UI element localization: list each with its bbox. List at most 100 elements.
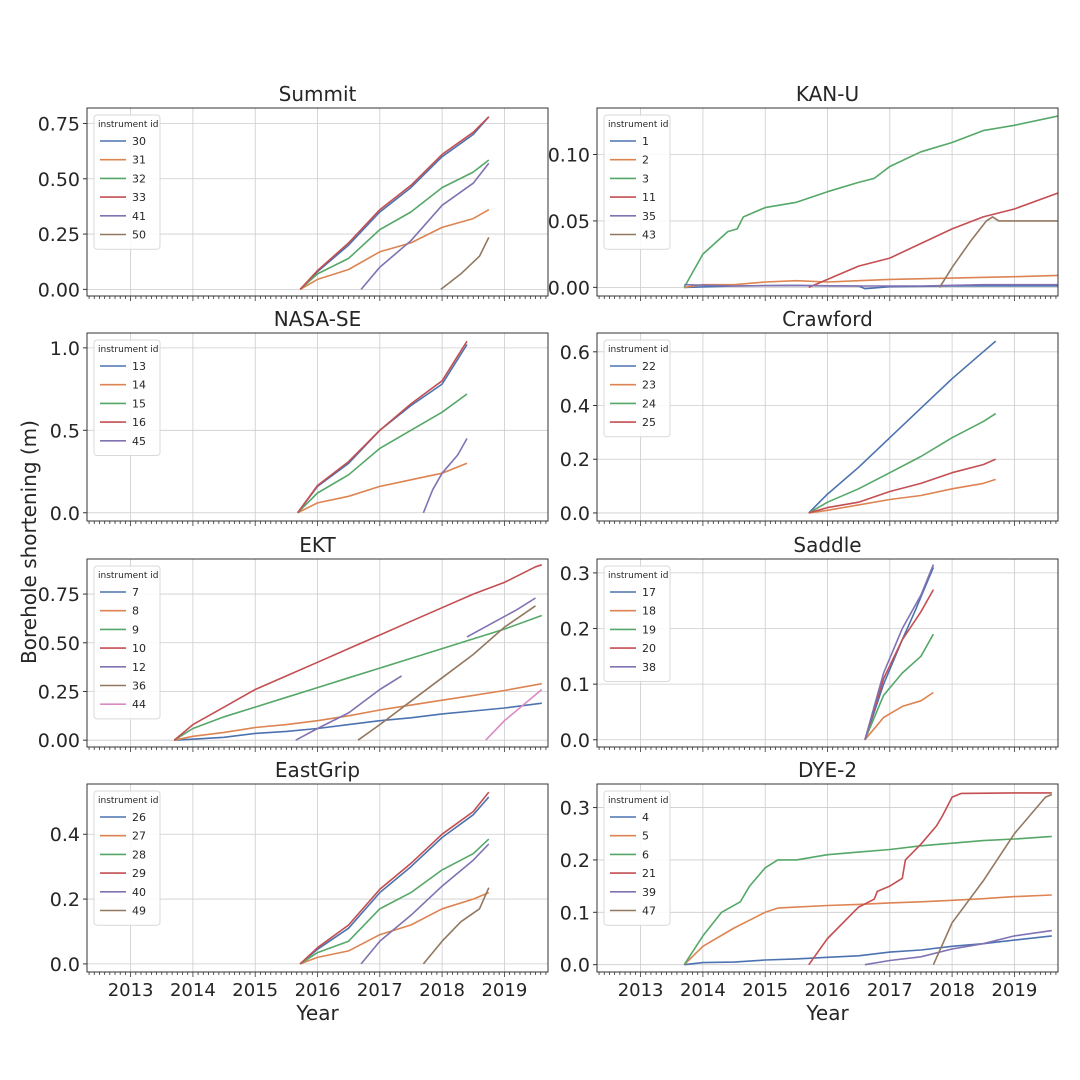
series-line-23 [808, 478, 996, 514]
series-line-45 [422, 438, 468, 514]
y-tick-label: 0.0 [560, 730, 590, 752]
series-line-29 [299, 791, 490, 965]
legend-entry: 14 [132, 379, 146, 392]
legend-entry: 4 [642, 811, 649, 824]
y-tick-label: 0.50 [38, 633, 80, 655]
y-tick-label: 0.1 [560, 674, 590, 696]
legend-title: instrument id [608, 571, 668, 581]
series-line-40 [360, 843, 490, 965]
y-tick-label: 0.0 [560, 955, 590, 977]
subplot-eastgrip: 0.0 0.2 0.4 2013 2014 2015 2016 2017 2018 2019 Yea… [50, 758, 549, 1025]
subplot-saddle: 0.0 0.1 0.2 0.3 Saddle instrument id 17 18 19 20 3… [560, 533, 1059, 752]
subplot-kan-u: 0.00 0.05 0.10 KAN-U instrument id 1 2 3 11 35 43 [548, 82, 1059, 301]
legend-entry: 15 [132, 397, 146, 410]
legend-entry: 16 [132, 416, 146, 429]
x-tick-label: 2017 [867, 980, 913, 1001]
series-line-49 [422, 887, 490, 965]
x-tick-label: 2013 [618, 980, 664, 1001]
y-tick-label: 1.0 [50, 338, 80, 360]
legend-entry: 20 [642, 642, 656, 655]
legend-box [93, 114, 161, 250]
legend-entry: 19 [642, 623, 656, 636]
legend-title: instrument id [98, 120, 158, 130]
y-tick-label: 0.2 [560, 619, 590, 641]
legend-box [93, 339, 161, 456]
axes-frame [596, 332, 1059, 522]
series-line-12 [295, 675, 403, 741]
legend-entry: 30 [132, 135, 146, 148]
legend: instrument id 17 18 19 20 38 [603, 565, 671, 682]
y-tick-label: 0.00 [38, 730, 80, 752]
subplot-title: Saddle [793, 533, 861, 557]
y-tick-label: 0.2 [560, 850, 590, 872]
series-line-43 [938, 216, 1058, 288]
series-line-33 [299, 116, 490, 290]
subplot-title: NASA-SE [274, 307, 362, 331]
legend-entry: 31 [132, 154, 146, 167]
x-tick-label: 2013 [108, 980, 154, 1001]
legend-entry: 11 [642, 191, 656, 204]
y-tick-label: 0.4 [560, 396, 590, 418]
y-tick-label: 0.00 [38, 279, 80, 301]
x-tick-label: 2014 [680, 980, 726, 1001]
y-tick-label: 0.25 [38, 224, 80, 246]
legend: instrument id 22 23 24 25 [603, 339, 671, 438]
subplot-title: EKT [299, 533, 336, 557]
y-tick-label: 0.4 [50, 824, 80, 846]
legend: instrument id 4 5 6 21 39 47 [603, 790, 671, 926]
legend-title: instrument id [98, 796, 158, 806]
y-tick-label: 0.05 [548, 211, 590, 233]
series-line-39 [864, 929, 1052, 966]
legend-box [93, 565, 161, 720]
series-line-20 [864, 589, 935, 741]
series-line-28 [299, 838, 490, 965]
legend-entry: 41 [132, 210, 146, 223]
legend-title: instrument id [608, 120, 668, 130]
y-tick-label: 0.25 [38, 681, 80, 703]
legend-box [603, 114, 671, 250]
x-tick-label: 2016 [805, 980, 851, 1001]
axes-frame [86, 107, 549, 297]
series-line-15 [297, 393, 468, 514]
legend-entry: 23 [642, 379, 656, 392]
series-line-25 [808, 458, 997, 514]
x-axis-label: Year [295, 1001, 339, 1025]
series-line-16 [296, 340, 468, 514]
series-line-12 [466, 597, 536, 638]
y-tick-label: 0.50 [38, 169, 80, 191]
series-line-18 [864, 691, 934, 741]
series-line-6 [683, 835, 1052, 966]
legend-entry: 27 [132, 830, 146, 843]
legend-box [93, 790, 161, 926]
legend-entry: 2 [642, 154, 649, 167]
series-line-41 [360, 162, 490, 290]
legend-entry: 45 [132, 435, 146, 448]
series-line-44 [485, 688, 543, 741]
legend-entry: 29 [132, 867, 146, 880]
series-line-38 [864, 564, 935, 741]
legend: instrument id 1 2 3 11 35 43 [603, 114, 671, 250]
legend-entry: 6 [642, 848, 649, 861]
subplot-nasa-se: 0.0 0.5 1.0 NASA-SE instrument id 13 14 15 16 45 [50, 307, 549, 526]
y-tick-label: 0.2 [560, 449, 590, 471]
y-tick-label: 0.75 [38, 584, 80, 606]
subplot-dye-2: 0.0 0.1 0.2 0.3 2013 2014 2015 2016 2017 2018 2019… [560, 758, 1059, 1025]
x-tick-label: 2019 [991, 980, 1037, 1001]
legend-box [603, 339, 671, 438]
legend-entry: 38 [642, 661, 656, 674]
x-axis-label: Year [805, 1001, 849, 1025]
series-line-31 [299, 209, 490, 291]
legend-entry: 22 [642, 360, 656, 373]
series-line-27 [299, 891, 490, 965]
legend-entry: 40 [132, 886, 146, 899]
series-line-35 [684, 283, 1058, 287]
legend-entry: 13 [132, 360, 146, 373]
legend-entry: 47 [642, 905, 656, 918]
x-tick-label: 2019 [481, 980, 527, 1001]
legend-entry: 1 [642, 135, 649, 148]
series-line-2 [684, 274, 1058, 289]
axes-frame [86, 783, 549, 973]
y-tick-label: 0.3 [560, 798, 590, 820]
series-line-50 [440, 237, 490, 291]
